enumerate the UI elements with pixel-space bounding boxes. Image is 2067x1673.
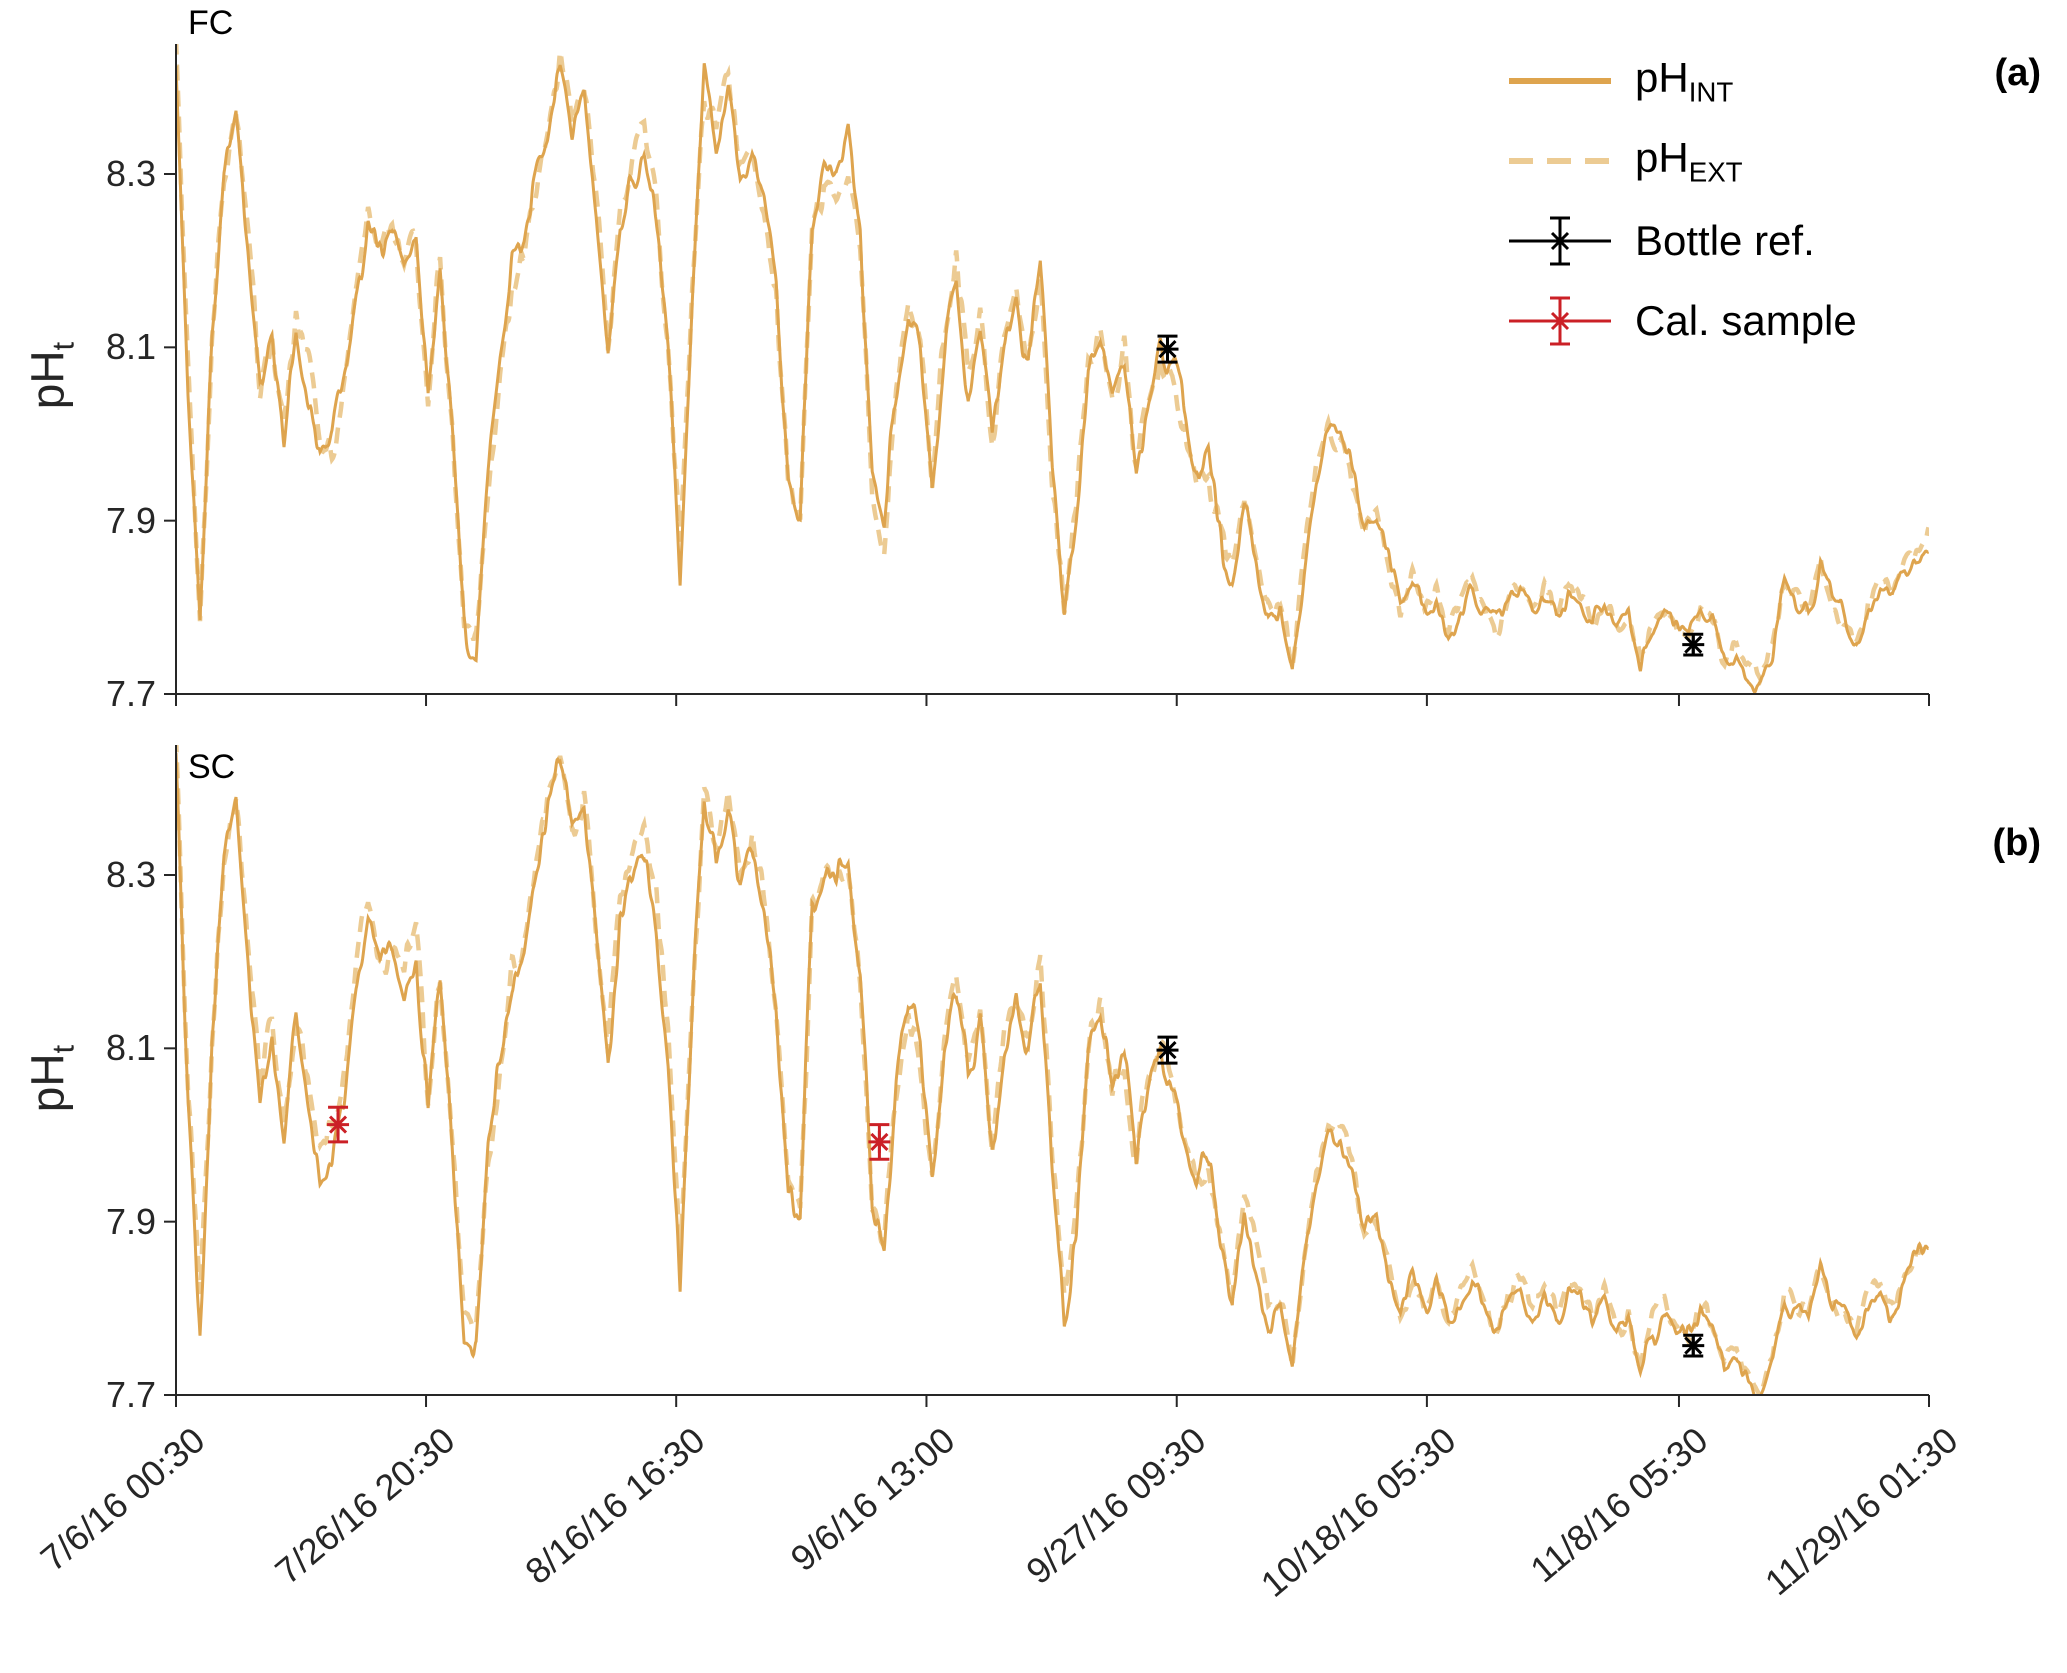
legend-item-ph-int: pHINT: [1505, 46, 1857, 116]
bottle-ref-marker: [1156, 1035, 1179, 1065]
legend-label-ph-ext: pHEXT: [1635, 133, 1743, 188]
ph-int-series: [176, 63, 1929, 694]
panel-a-title: FC: [188, 4, 234, 42]
cal-sample-marker: [327, 1105, 350, 1144]
legend-label-bottle-ref: Bottle ref.: [1635, 217, 1815, 264]
bottle-ref-marker: [1682, 632, 1705, 657]
y-tick-label: 8.3: [105, 854, 156, 895]
y-tick-label: 8.1: [105, 1027, 156, 1069]
legend-label-cal-sample: Cal. sample: [1635, 297, 1857, 344]
bottle-ref-marker: [1156, 334, 1179, 364]
legend: pHINT pHEXT Bottle ref.: [1505, 46, 1857, 356]
bottle-ref-marker: [1682, 1333, 1705, 1358]
cal-sample-marker: [868, 1123, 891, 1161]
y-tick-label: 7.7: [105, 673, 156, 714]
y-axis-label-panel-b: pHt: [21, 1044, 81, 1113]
y-axis-label-panel-a: pHt: [21, 341, 81, 410]
y-tick-label: 7.7: [105, 1374, 156, 1415]
ph-ext-line-icon: [1509, 158, 1611, 164]
panel-a-letter: (a): [1994, 52, 2041, 94]
panel-b-letter: (b): [1992, 822, 2041, 864]
ph-int-series: [176, 752, 1929, 1395]
legend-item-bottle-ref: Bottle ref.: [1505, 206, 1857, 276]
panel-b-title: SC: [188, 748, 236, 786]
series-group-sc: [176, 745, 1929, 1395]
y-tick-label: 8.3: [105, 153, 156, 194]
ph-int-line-icon: [1509, 78, 1611, 84]
cal-sample-marker-icon: [1509, 296, 1611, 346]
legend-item-ph-ext: pHEXT: [1505, 126, 1857, 196]
legend-label-ph-int: pHINT: [1635, 53, 1734, 108]
y-tick-label: 7.9: [105, 1200, 156, 1242]
y-tick-label: 8.1: [105, 326, 156, 368]
legend-item-cal-sample: Cal. sample: [1505, 286, 1857, 356]
ph-ext-series: [176, 44, 1929, 686]
bottle-ref-marker-icon: [1509, 216, 1611, 266]
ph-ext-series: [176, 745, 1929, 1395]
series-group-fc: [176, 44, 1929, 694]
y-tick-label: 7.9: [105, 499, 156, 541]
